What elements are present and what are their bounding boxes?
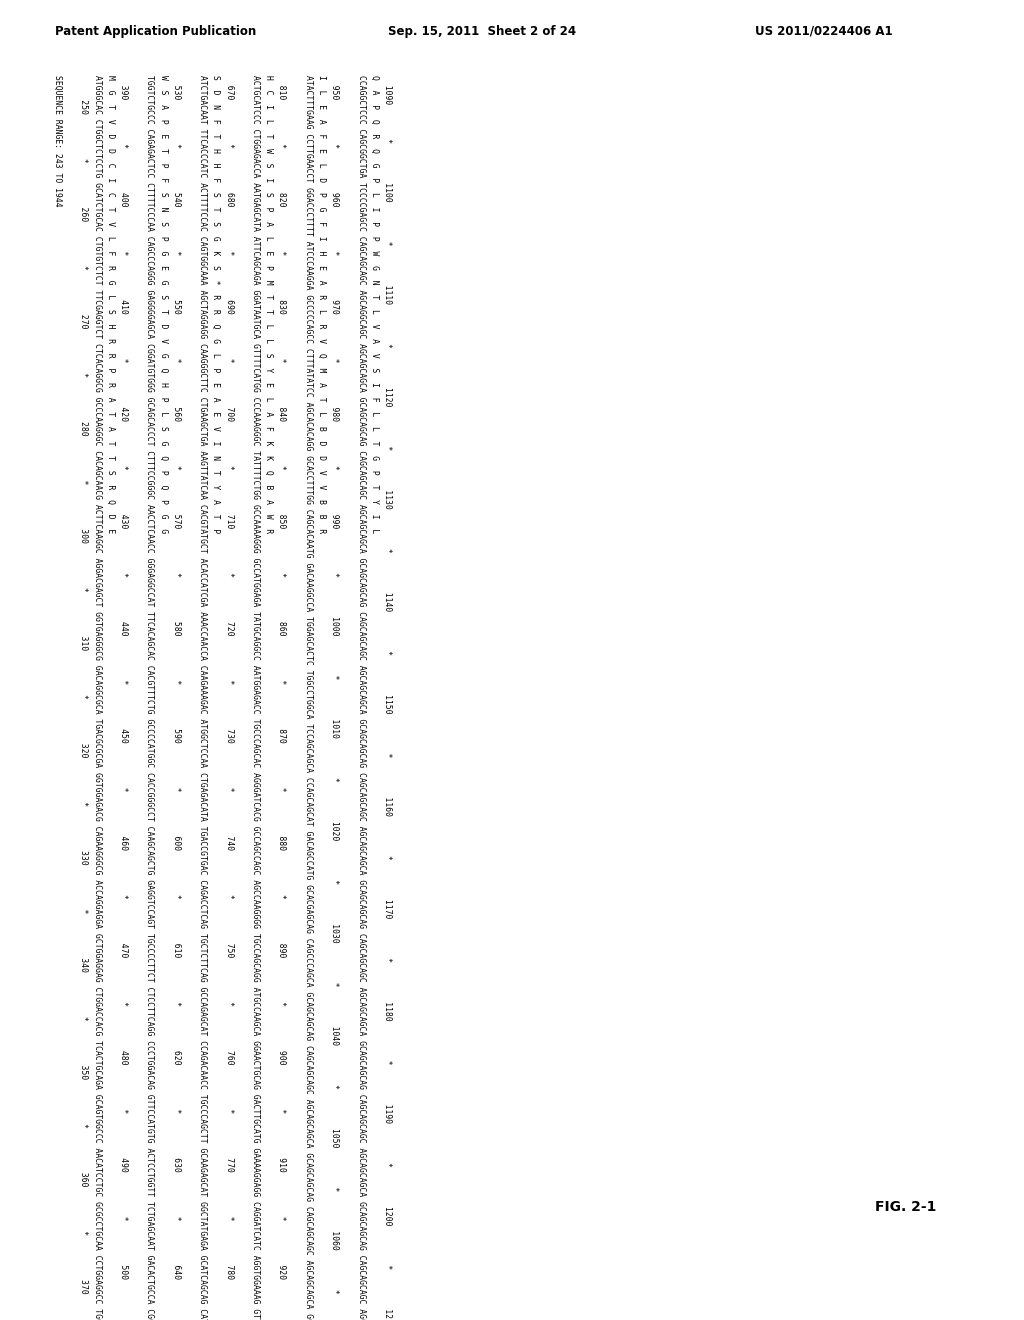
Text: TGGTCTGCCC CAGAGACTCC CTTTTCCCAA CAGCCCAGGG GAGGGGAGCA CGGATGTGGG GCAGCACCCT CTT: TGGTCTGCCC CAGAGACTCC CTTTTCCCAA CAGCCCA… [145,75,155,1320]
Text: W  S  A  P  E  T  P  F  S  N  S  P  G  E  G  S  T  D  V  G  Q  H  P  L  S  G  Q : W S A P E T P F S N S P G E G S T D V G … [159,75,168,533]
Text: 1090       *        1100        *        1110        *        1120        *     : 1090 * 1100 * 1110 * 1120 * [383,75,392,1320]
Text: 670         *         680         *         690         *         700         * : 670 * 680 * 690 * 700 * [224,75,233,1320]
Text: H  C  I  L  T  W  S  I  S  P  A  L  E  P  M  T  T  L  L  S  Y  E  L  A  F  K  K : H C I L T W S I S P A L E P M T T L L S … [264,75,273,533]
Text: US 2011/0224406 A1: US 2011/0224406 A1 [755,25,893,38]
Text: 950         *         960         *         970         *         980         * : 950 * 960 * 970 * 980 * [330,75,339,1320]
Text: M  G  T  V  D  D  C  I  C  T  V  L  F  R  G  L  S  H  R  R  P  R  A  T  A  T  T : M G T V D D C I C T V L F R G L S H R R … [105,75,115,533]
Text: 250         *         260         *         270         *         280         * : 250 * 260 * 270 * 280 * [80,75,88,1320]
Text: 530         *         540         *         550         *         560         * : 530 * 540 * 550 * 560 * [172,75,181,1320]
Text: 390         *         400         *         410         *         420         * : 390 * 400 * 410 * 420 * [119,75,128,1320]
Text: ATGGGCAC CTGGCTCTCCTG GCATCTGCAC CTGTGTCTCT TTCGAGGTCT CTCACAGGCG GCCCAAGGGC CAC: ATGGGCAC CTGGCTCTCCTG GCATCTGCAC CTGTGTC… [92,75,101,1320]
Text: Patent Application Publication: Patent Application Publication [55,25,256,38]
Text: SEQUENCE RANGE: 243 TO 1944: SEQUENCE RANGE: 243 TO 1944 [53,75,62,207]
Text: Q  A  P  Q  R  Q  G  P  L  I  P  P  W  G  N  T  L  V  A  V  S  I  F  L  L  T  G : Q A P Q R Q G P L I P P W G N T L V A V … [370,75,379,533]
Text: FIG. 2-1: FIG. 2-1 [874,1200,936,1214]
Text: S  D  N  F  T  H  H  F  S  T  S  G  K  S  *  R  R  Q  G  L  P  E  A  E  V  I  N : S D N F T H H F S T S G K S * R R Q G L … [211,75,220,533]
Text: ATACTTTGAAG CCTTGAACCT GGACCCTTTT ATCCCAAGGA GCCCCCAGCC CTTTATATCC AGCACACAGG GC: ATACTTTGAAG CCTTGAACCT GGACCCTTTT ATCCCA… [304,75,312,1320]
Text: ACTGCATCCC CTGGAGACCA AATGAGCATA ATTCAGCAGA GGATAATGCA GTTTTCATGG CCCAAAGGGC TAT: ACTGCATCCC CTGGAGACCA AATGAGCATA ATTCAGC… [251,75,260,1320]
Text: Sep. 15, 2011  Sheet 2 of 24: Sep. 15, 2011 Sheet 2 of 24 [388,25,577,38]
Text: CCAGGCTCCC CAGCGGCTGA TCCCCGAGCC CAGCAGCAGC AGCAGGCAGC AGCAGCAGCA GCAGCAGCAG CAG: CCAGGCTCCC CAGCGGCTGA TCCCCGAGCC CAGCAGC… [356,75,366,1320]
Text: 810         *         820         *         830         *         840         * : 810 * 820 * 830 * 840 * [278,75,287,1320]
Text: I  L  E  A  F  E  L  D  P  G  F  I  H  E  A  R  L  R  V  Q  M  A  T  L  B  D  D : I L E A F E L D P G F I H E A R L R V Q … [317,75,326,533]
Text: ATCTGACAAT TTCACCCATC ACTTTTCCAC CAGTGGCAAA AGCTAGGAGG CAAGGGCTTC CTGAAGCTGA AAG: ATCTGACAAT TTCACCCATC ACTTTTCCAC CAGTGGC… [199,75,207,1320]
